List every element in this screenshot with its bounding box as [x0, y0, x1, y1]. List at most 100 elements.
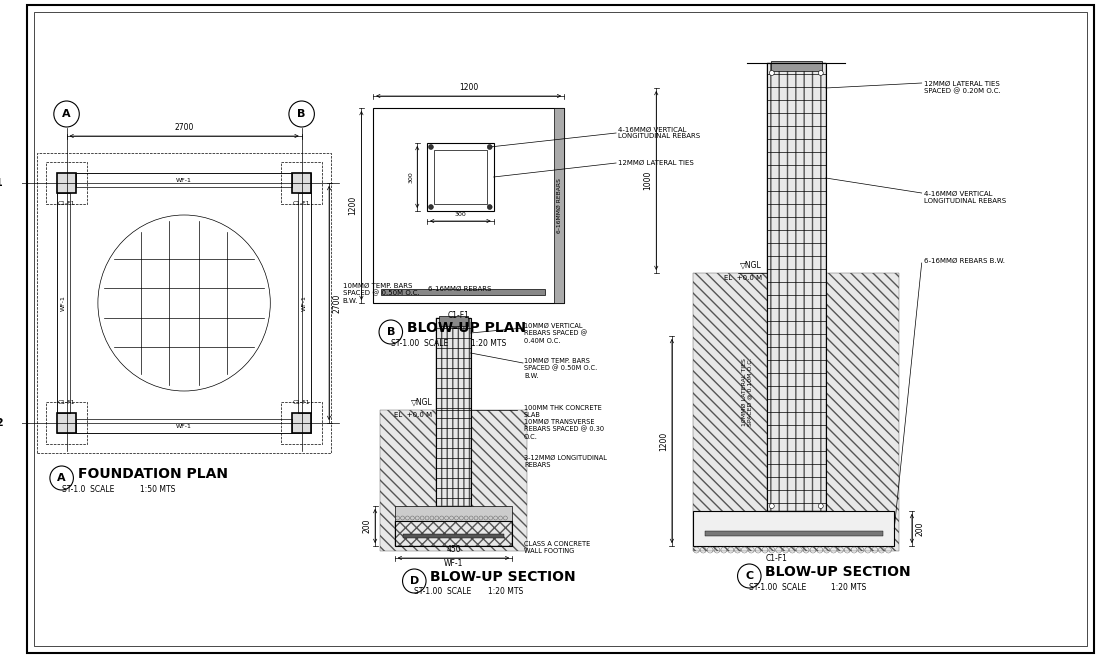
Bar [767, 63, 825, 511]
Bar [395, 506, 512, 521]
Bar [436, 318, 470, 506]
Bar [57, 173, 311, 433]
Text: 1000: 1000 [643, 171, 653, 190]
Text: ST-1.00  SCALE: ST-1.00 SCALE [750, 582, 807, 592]
Text: WF-1: WF-1 [176, 424, 192, 428]
Text: 10MMØ TEMP. BARS
SPACED @ 0.50M O.C.
B.W.: 10MMØ TEMP. BARS SPACED @ 0.50M O.C. B.W… [343, 283, 420, 303]
Text: 4-16MMØ VERTICAL
LONGITUDINAL REBARS: 4-16MMØ VERTICAL LONGITUDINAL REBARS [923, 191, 1006, 204]
Text: CLASS A CONCRETE
WALL FOOTING: CLASS A CONCRETE WALL FOOTING [524, 541, 590, 554]
Text: ST-1.0  SCALE: ST-1.0 SCALE [62, 484, 114, 494]
Text: B: B [298, 109, 306, 119]
Circle shape [487, 205, 492, 209]
Text: 6-16MMØ REBARS: 6-16MMØ REBARS [429, 286, 491, 292]
Text: 1: 1 [0, 178, 3, 188]
Text: 300: 300 [409, 171, 413, 183]
Bar [767, 63, 825, 511]
Text: B: B [387, 327, 395, 337]
Text: WF-1: WF-1 [176, 178, 192, 182]
Bar [381, 289, 545, 295]
Bar [37, 153, 331, 453]
Bar [428, 143, 493, 211]
Text: WF-1: WF-1 [302, 295, 307, 311]
Circle shape [769, 70, 775, 76]
Bar [57, 193, 70, 413]
Text: WF-1: WF-1 [444, 559, 463, 568]
Bar [380, 410, 526, 551]
Bar [292, 173, 311, 193]
Bar [440, 316, 468, 326]
Text: EL  +0.0 M: EL +0.0 M [724, 275, 762, 281]
Text: 1200: 1200 [348, 196, 357, 215]
Text: BLOW-UP SECTION: BLOW-UP SECTION [430, 570, 576, 584]
Bar [374, 108, 564, 303]
Text: 300: 300 [455, 212, 466, 217]
Circle shape [429, 145, 433, 149]
Text: D: D [410, 576, 419, 586]
Text: 2700: 2700 [333, 293, 342, 313]
Text: C1-F1: C1-F1 [293, 201, 310, 206]
Bar [76, 173, 292, 187]
Bar [46, 402, 87, 444]
Text: 2700: 2700 [175, 123, 193, 132]
Text: ST-1.00  SCALE: ST-1.00 SCALE [391, 340, 448, 349]
Bar [57, 413, 76, 433]
Text: 1:20 MTS: 1:20 MTS [831, 582, 866, 592]
Text: 1200: 1200 [659, 432, 668, 451]
Text: 1200: 1200 [459, 83, 478, 92]
Text: 450: 450 [446, 545, 460, 554]
Circle shape [769, 503, 775, 509]
Bar [292, 413, 311, 433]
Circle shape [819, 503, 823, 509]
Bar [298, 193, 311, 413]
Circle shape [819, 70, 823, 76]
Text: ▽NGL: ▽NGL [411, 398, 432, 407]
Bar [770, 61, 822, 71]
Bar [436, 318, 470, 506]
Text: 10MMØ LATERAL TIES
SPACED @ 0.10M O.C.: 10MMØ LATERAL TIES SPACED @ 0.10M O.C. [742, 358, 753, 426]
Bar [281, 402, 322, 444]
Text: C1-F1: C1-F1 [766, 554, 788, 563]
Bar [402, 534, 504, 538]
Text: C: C [745, 571, 753, 581]
Text: A: A [57, 473, 66, 483]
Text: C1-F1: C1-F1 [293, 400, 310, 405]
Bar [693, 511, 895, 546]
Text: 6-16MMØ REBARS: 6-16MMØ REBARS [557, 178, 562, 233]
Text: 12MMØ LATERAL TIES
SPACED @ 0.20M O.C.: 12MMØ LATERAL TIES SPACED @ 0.20M O.C. [923, 81, 1000, 95]
Bar [706, 531, 882, 536]
Bar [395, 521, 512, 546]
Circle shape [487, 145, 492, 149]
Text: BLOW-UP SECTION: BLOW-UP SECTION [765, 565, 911, 579]
Text: EL  +0.0 M: EL +0.0 M [395, 412, 432, 418]
Text: C1-F1: C1-F1 [58, 400, 76, 405]
Text: 100MM THK CONCRETE
SLAB
10MMØ TRANSVERSE
REBARS SPACED @ 0.30
O.C.: 100MM THK CONCRETE SLAB 10MMØ TRANSVERSE… [524, 405, 604, 440]
Bar [281, 162, 322, 204]
Text: BLOW-UP PLAN: BLOW-UP PLAN [408, 321, 526, 335]
Bar [693, 273, 899, 551]
Bar [57, 173, 76, 193]
Text: 1:50 MTS: 1:50 MTS [140, 484, 176, 494]
Text: 3-12MMØ LONGITUDINAL
REBARS: 3-12MMØ LONGITUDINAL REBARS [524, 455, 607, 468]
Text: 2: 2 [0, 418, 3, 428]
Text: FOUNDATION PLAN: FOUNDATION PLAN [78, 467, 229, 481]
Text: 6-16MMØ REBARS B.W.: 6-16MMØ REBARS B.W. [923, 258, 1004, 264]
Text: 1:20 MTS: 1:20 MTS [488, 588, 523, 597]
Bar [76, 419, 292, 433]
Text: WF-1: WF-1 [62, 295, 66, 311]
Text: 12MMØ LATERAL TIES: 12MMØ LATERAL TIES [618, 160, 693, 166]
Text: ▽NGL: ▽NGL [741, 261, 762, 270]
Text: ST-1.00  SCALE: ST-1.00 SCALE [414, 588, 471, 597]
Circle shape [429, 205, 433, 209]
Bar [554, 108, 564, 303]
Text: C1-F1: C1-F1 [448, 311, 469, 320]
Text: 200: 200 [363, 519, 371, 533]
Text: 1:20 MTS: 1:20 MTS [471, 340, 507, 349]
Text: 200: 200 [915, 521, 925, 536]
Bar [46, 162, 87, 204]
Text: C1-F1: C1-F1 [58, 201, 76, 206]
Bar [395, 521, 512, 546]
Text: 10MMØ VERTICAL
REBARS SPACED @
0.40M O.C.: 10MMØ VERTICAL REBARS SPACED @ 0.40M O.C… [524, 323, 587, 343]
Text: 4-16MMØ VERTICAL
LONGITUDINAL REBARS: 4-16MMØ VERTICAL LONGITUDINAL REBARS [618, 126, 700, 139]
Bar [434, 150, 487, 204]
Text: 10MMØ TEMP. BARS
SPACED @ 0.50M O.C.
B.W.: 10MMØ TEMP. BARS SPACED @ 0.50M O.C. B.W… [524, 358, 597, 378]
